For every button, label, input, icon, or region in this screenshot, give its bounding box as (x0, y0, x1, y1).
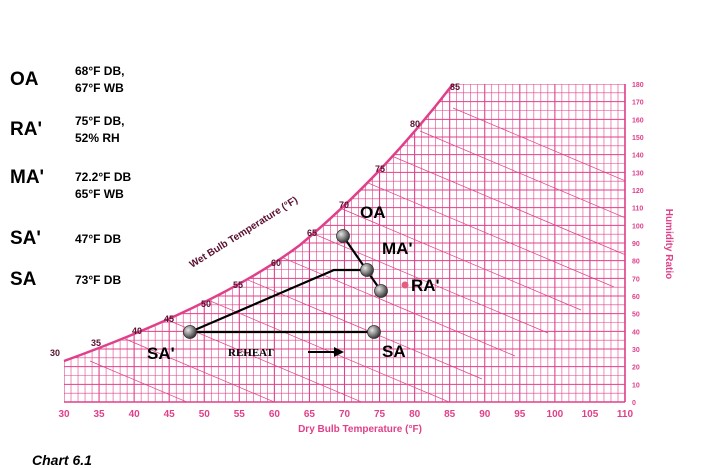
wet-bulb-tick-label: 35 (91, 338, 101, 348)
legend-abbr-sa: SA (10, 269, 37, 290)
x-tick-label: 100 (547, 409, 564, 420)
y-tick-label: 40 (632, 329, 640, 336)
wet-bulb-line (188, 291, 450, 402)
x-axis-label: Dry Bulb Temperature (°F) (298, 424, 422, 435)
wet-bulb-tick-label: 30 (50, 348, 60, 358)
wet-bulb-tick-label: 45 (164, 314, 174, 324)
wet-bulb-line (122, 337, 384, 402)
wet-bulb-line (452, 107, 625, 219)
wet-bulb-tick-label: 50 (201, 299, 211, 309)
ma-point (360, 263, 374, 277)
ra-point-label: RA' (411, 276, 440, 295)
wet-bulb-line (254, 245, 516, 357)
wet-bulb-tick-label: 65 (307, 228, 317, 238)
ra-marker (401, 281, 409, 289)
y-tick-label: 20 (632, 365, 640, 372)
x-tick-label: 50 (199, 409, 211, 420)
y-tick-label: 70 (632, 276, 640, 283)
y-tick-label: 100 (632, 223, 644, 230)
ra-point (374, 284, 388, 298)
y-tick-label: 170 (632, 100, 644, 107)
legend-desc-sa-prime: 47°F DB (75, 232, 122, 246)
legend-desc-oa: 68°F DB, 67°F WB (75, 64, 125, 95)
wet-bulb-line (287, 222, 549, 334)
reheat-arrow-head (334, 347, 344, 357)
ma-point-label: MA' (382, 239, 412, 258)
oa-point-label: OA (360, 203, 386, 222)
x-tick-label: 45 (164, 409, 176, 420)
y-tick-label: 60 (632, 294, 640, 301)
y-tick-label: 80 (632, 259, 640, 266)
x-tick-label: 90 (479, 409, 491, 420)
wet-bulb-line (89, 360, 351, 402)
wet-bulb-tick-label: 40 (132, 326, 142, 336)
wet-bulb-axis-label: Wet Bulb Temperature (°F) (188, 195, 300, 271)
y-tick-label: 180 (632, 82, 644, 89)
wet-bulb-tick-label: 55 (233, 280, 243, 290)
y-tick-label: 0 (632, 400, 636, 407)
y-axis-tick-labels: 1801701601501401301201101009080706050403… (632, 82, 644, 407)
wet-bulb-line (221, 268, 483, 380)
y-tick-label: 30 (632, 347, 640, 354)
y-tick-label: 160 (632, 117, 644, 124)
wet-bulb-line (386, 153, 625, 265)
wet-bulb-line (353, 176, 615, 288)
wet-bulb-tick-label: 85 (450, 82, 460, 92)
oa-point (336, 229, 350, 243)
x-tick-label: 40 (129, 409, 141, 420)
chart-caption: Chart 6.1 (32, 452, 92, 468)
x-tick-label: 105 (582, 409, 599, 420)
wet-bulb-line (320, 199, 582, 311)
wet-bulb-line (419, 130, 625, 242)
x-tick-label: 65 (304, 409, 316, 420)
legend-abbr-ma: MA' (10, 167, 45, 188)
y-tick-label: 110 (632, 206, 643, 213)
sa-point-label: SA (382, 342, 406, 361)
wet-bulb-tick-label: 70 (339, 200, 349, 210)
y-tick-label: 90 (632, 241, 640, 248)
wet-bulb-line (155, 314, 417, 402)
reheat-label: REHEAT (228, 347, 274, 359)
y-tick-label: 140 (632, 153, 644, 160)
legend-abbr-oa: OA (10, 69, 39, 90)
x-tick-label: 55 (234, 409, 246, 420)
x-tick-label: 30 (58, 409, 70, 420)
legend-desc-ra: 75°F DB, 52% RH (75, 114, 125, 145)
mixed-air-to-supply-cooling-line (189, 268, 367, 334)
wet-bulb-tick-label: 60 (271, 258, 281, 268)
x-tick-label: 95 (514, 409, 526, 420)
legend-desc-ma: 72.2°F DB 65°F WB (75, 170, 132, 201)
x-axis-tick-labels: 30 35 40 45 50 55 60 65 70 75 80 85 90 95 100 105 110 (58, 409, 633, 420)
sa-prime-point (183, 325, 197, 339)
y-axis-label: Humidity Ratio (663, 209, 674, 280)
chart-grid (64, 84, 626, 403)
x-tick-label: 75 (374, 409, 386, 420)
process-lines (189, 235, 382, 334)
x-tick-label: 60 (269, 409, 281, 420)
y-tick-label: 150 (632, 135, 644, 142)
y-tick-label: 130 (632, 170, 644, 177)
wet-bulb-tick-labels: 30 35 40 45 50 55 60 65 70 75 80 85 (50, 82, 460, 358)
wet-bulb-tick-label: 75 (375, 164, 385, 174)
legend-desc-sa: 73°F DB (75, 273, 122, 287)
x-tick-label: 110 (617, 409, 634, 420)
x-tick-label: 70 (339, 409, 351, 420)
saturation-curve (63, 83, 454, 363)
legend-abbr-ra: RA' (10, 119, 42, 140)
y-tick-label: 120 (632, 188, 644, 195)
oa-to-ra-line (342, 235, 382, 292)
y-tick-label: 50 (632, 312, 640, 319)
x-tick-label: 80 (409, 409, 421, 420)
y-tick-label: 10 (632, 382, 640, 389)
wet-bulb-tick-label: 80 (410, 119, 420, 129)
x-tick-label: 35 (94, 409, 106, 420)
sa-prime-point-label: SA' (147, 344, 175, 363)
legend-abbr-sa-prime: SA' (10, 228, 41, 249)
sa-point (367, 325, 381, 339)
x-tick-label: 85 (444, 409, 456, 420)
